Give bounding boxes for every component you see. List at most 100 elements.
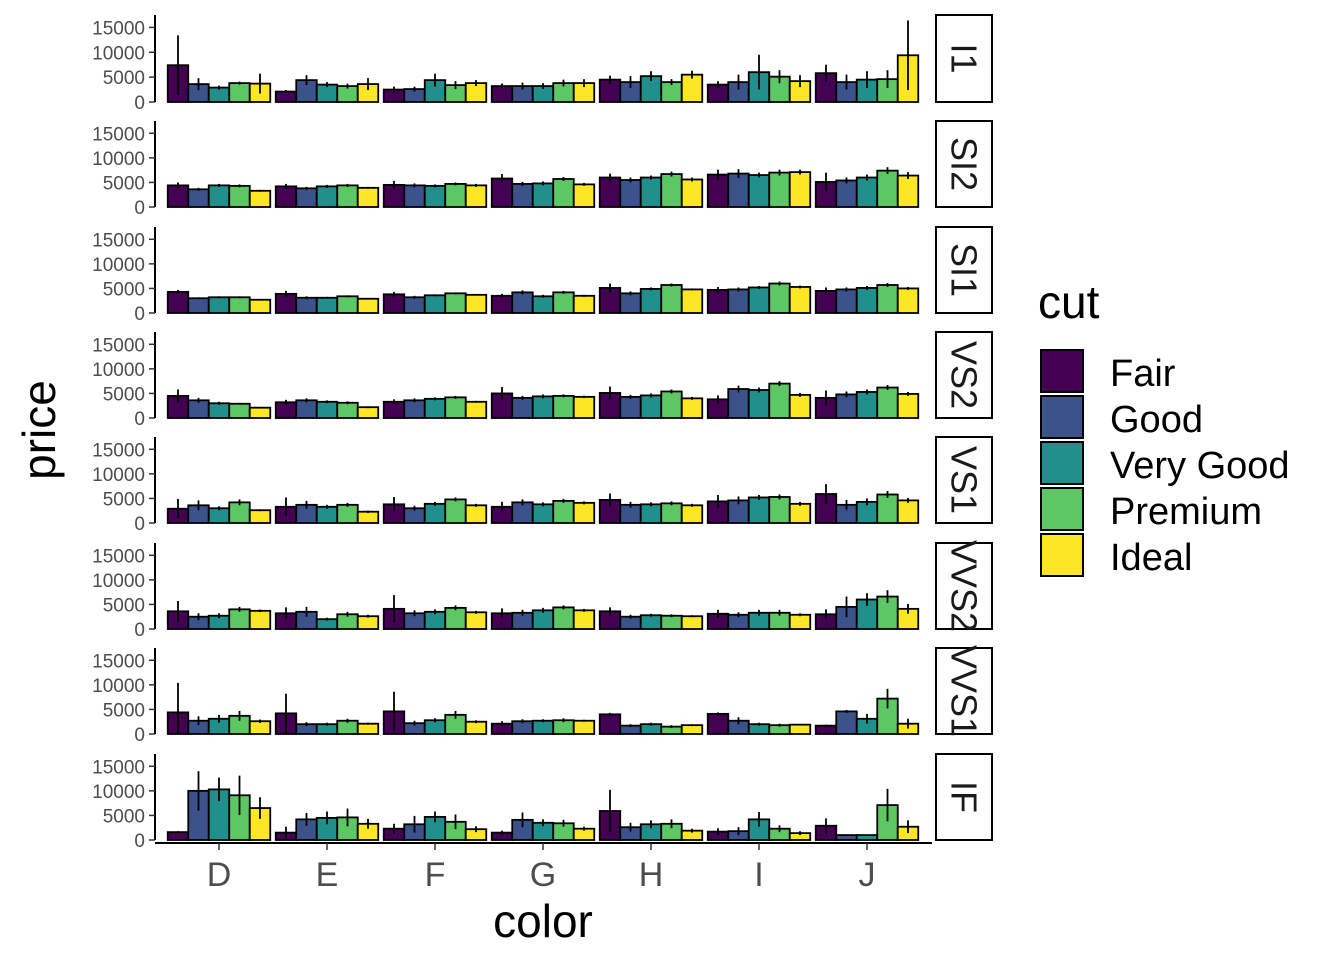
strip-label: VS1	[944, 446, 985, 514]
bar	[356, 186, 380, 208]
bar	[511, 291, 534, 314]
y-tick-label: 5000	[103, 489, 145, 510]
bar	[639, 614, 663, 630]
bar	[660, 390, 683, 419]
bar	[639, 394, 663, 419]
bar	[598, 713, 622, 735]
bar	[248, 609, 272, 630]
bar	[639, 176, 663, 208]
y-tick-label: 5000	[103, 173, 145, 194]
strip-label: SI1	[944, 243, 985, 297]
bar	[423, 610, 447, 630]
legend-swatch	[1040, 533, 1084, 577]
y-tick-label: 10000	[92, 465, 145, 486]
bar	[444, 396, 467, 419]
x-tick-label: G	[530, 856, 556, 894]
legend-label: Very Good	[1110, 445, 1290, 487]
y-tick-label: 5000	[103, 384, 145, 405]
bar	[855, 391, 879, 419]
strip-label: VS2	[944, 341, 985, 409]
bar	[680, 615, 704, 630]
bar	[187, 188, 210, 208]
facet-panels: 0 5000 10000 15000 I1 0 5000 10000 15000 SI2 0 5000…	[92, 14, 993, 852]
y-tick-label: 5000	[103, 700, 145, 721]
bar	[598, 176, 622, 208]
x-tick-label: J	[859, 856, 876, 894]
bar	[207, 296, 231, 314]
bar	[727, 172, 750, 208]
bar	[788, 613, 812, 630]
bar	[835, 393, 858, 419]
strip-label: SI2	[944, 137, 985, 191]
bar	[747, 286, 771, 314]
y-tick-label: 0	[134, 304, 145, 325]
strip-label: VVS2	[944, 540, 985, 632]
bar	[228, 82, 251, 103]
bar	[660, 614, 683, 630]
bar	[464, 720, 488, 735]
bar	[768, 171, 791, 208]
bar	[336, 401, 359, 419]
facet-panel-vvs2: 0 5000 10000 15000 VVS2	[92, 540, 993, 641]
bar	[423, 397, 447, 419]
bar	[207, 86, 231, 103]
legend-swatch	[1040, 395, 1084, 439]
bar	[727, 288, 750, 314]
bar	[680, 397, 704, 419]
bar	[228, 184, 251, 208]
bar	[572, 609, 596, 630]
y-tick-label: 15000	[92, 651, 145, 672]
bar	[768, 496, 791, 524]
strip-box	[935, 120, 993, 208]
y-tick-label: 0	[134, 93, 145, 114]
y-tick-label: 15000	[92, 230, 145, 251]
bar	[552, 178, 575, 208]
x-tick-label: I	[754, 856, 763, 894]
bar	[295, 296, 318, 314]
legend-label: Premium	[1110, 491, 1262, 533]
y-tick-label: 15000	[92, 757, 145, 778]
y-tick-label: 0	[134, 514, 145, 535]
strip-label: IF	[944, 781, 985, 813]
bar	[747, 389, 771, 419]
bar	[835, 179, 858, 208]
facet-panel-si1: 0 5000 10000 15000 SI1	[92, 226, 993, 325]
bar	[315, 505, 339, 524]
legend-swatch	[1040, 487, 1084, 531]
x-tick-label: F	[425, 856, 446, 894]
bar	[660, 173, 683, 208]
bar	[248, 509, 272, 524]
bar	[423, 719, 447, 735]
y-tick-label: 10000	[92, 782, 145, 803]
bar	[531, 395, 555, 419]
bar	[423, 502, 447, 524]
y-tick-label: 10000	[92, 149, 145, 170]
bar	[531, 719, 555, 735]
facet-panel-si2: 0 5000 10000 15000 SI2	[92, 120, 993, 219]
bar	[706, 712, 730, 735]
bar	[315, 400, 339, 419]
bar	[788, 723, 812, 735]
bar	[747, 496, 771, 524]
bar	[855, 176, 879, 208]
bar	[423, 294, 447, 314]
bar	[248, 298, 272, 314]
y-tick-label: 0	[134, 725, 145, 746]
bar	[382, 293, 406, 314]
strip-box	[935, 226, 993, 314]
bar	[295, 399, 318, 419]
legend-label: Good	[1110, 399, 1203, 441]
bar	[166, 290, 190, 314]
y-tick-label: 15000	[92, 546, 145, 567]
legend-swatch	[1040, 441, 1084, 485]
y-tick-label: 0	[134, 831, 145, 852]
bar	[896, 499, 920, 524]
bar	[336, 719, 359, 735]
bar	[552, 719, 575, 735]
bar	[639, 288, 663, 314]
bar	[876, 284, 899, 314]
bar	[552, 499, 575, 524]
bar	[315, 296, 339, 314]
legend-item: Very Good	[1040, 441, 1290, 487]
y-tick-label: 10000	[92, 360, 145, 381]
